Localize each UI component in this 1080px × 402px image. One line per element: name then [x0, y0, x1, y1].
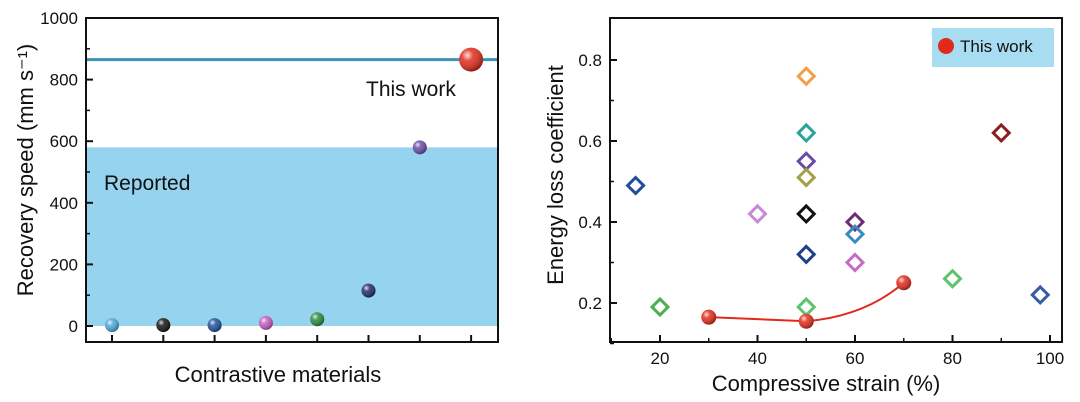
reported-diamond-marker — [649, 296, 671, 318]
reported-diamond-marker — [796, 66, 817, 87]
data-point — [310, 312, 325, 327]
y-axis-ticks: 0 200 400 600 800 1000 — [40, 9, 93, 336]
reported-markers — [625, 66, 1051, 318]
y-axis-ticks: 0.2 0.4 0.6 0.8 — [578, 51, 617, 345]
this-work-annotation: This work — [366, 78, 456, 101]
data-point — [105, 318, 119, 333]
legend-marker — [938, 38, 954, 54]
reported-diamond-marker — [1030, 284, 1051, 306]
y-tick-label: 0.2 — [578, 294, 602, 313]
data-points — [105, 47, 484, 333]
y-tick-label: 400 — [50, 194, 78, 213]
x-axis-ticks: 20 40 60 80 100 — [610, 335, 1064, 368]
data-point — [258, 315, 273, 330]
this-work-point — [896, 275, 912, 291]
data-point — [156, 318, 171, 333]
reported-diamond-marker — [991, 122, 1012, 144]
this-work-point — [701, 309, 717, 325]
reported-diamond-marker — [796, 296, 817, 318]
y-tick-label: 0.4 — [578, 213, 602, 232]
reported-diamond-marker — [625, 175, 646, 196]
y-axis-label: Recovery speed (mm s⁻¹) — [13, 44, 38, 296]
x-tick-label: 20 — [651, 349, 670, 368]
reported-diamond-marker — [796, 244, 817, 265]
this-work-point — [798, 313, 814, 329]
y-tick-label: 1000 — [40, 9, 78, 28]
y-axis-label: Energy loss coefficient — [543, 65, 568, 285]
reported-diamond-marker — [844, 224, 866, 245]
x-axis-label: Contrastive materials — [175, 362, 382, 387]
plot-frame — [85, 17, 499, 343]
x-axis-label: Compressive strain (%) — [712, 371, 941, 396]
reported-diamond-marker — [796, 151, 817, 172]
y-tick-label: 0 — [69, 317, 78, 336]
reported-diamond-marker — [747, 203, 768, 225]
data-point — [207, 318, 222, 333]
y-tick-label: 600 — [50, 132, 78, 151]
this-work-points — [701, 275, 912, 329]
reported-diamond-marker — [796, 203, 817, 225]
x-tick-label: 100 — [1036, 349, 1064, 368]
reported-diamond-marker — [942, 268, 963, 289]
reported-diamond-marker — [844, 252, 866, 273]
y-tick-label: 0.6 — [578, 132, 602, 151]
x-tick-label: 60 — [846, 349, 865, 368]
data-point — [412, 140, 427, 155]
y-tick-label: 200 — [50, 255, 78, 274]
reported-diamond-marker — [796, 167, 817, 188]
x-tick-label: 40 — [748, 349, 767, 368]
reported-diamond-marker — [796, 122, 817, 144]
legend-label: This work — [960, 37, 1033, 56]
reported-diamond-marker — [844, 211, 866, 233]
reported-band-label: Reported — [104, 172, 190, 195]
this-work-point — [459, 47, 484, 72]
plot-frame — [609, 17, 1063, 343]
x-tick-label: 80 — [943, 349, 962, 368]
data-point — [361, 283, 376, 298]
energy-loss-chart: This work 0.2 0.4 0.6 0.8 20 40 60 80 100 Compr… — [543, 17, 1064, 396]
recovery-speed-chart: 0 200 400 600 800 1000 Reported This work Con… — [13, 9, 499, 387]
y-tick-label: 0.8 — [578, 51, 602, 70]
y-tick-label: 800 — [50, 71, 78, 90]
reported-band — [87, 147, 497, 326]
x-axis-ticks — [111, 335, 473, 342]
